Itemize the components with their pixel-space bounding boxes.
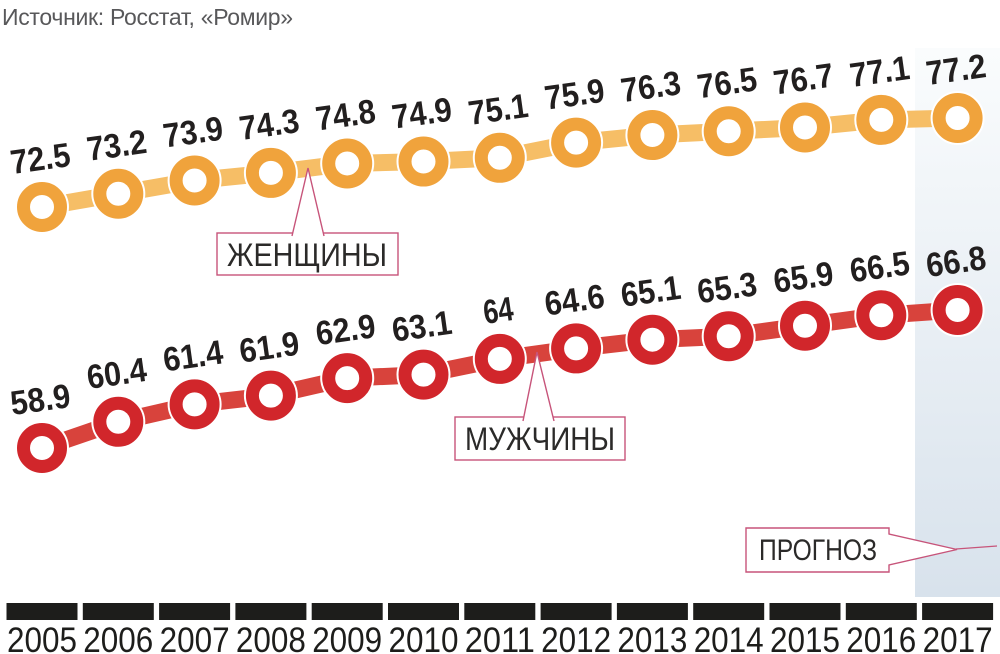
data-point-marker bbox=[780, 300, 830, 351]
axis-tick-bar bbox=[540, 603, 612, 620]
data-point-marker bbox=[932, 285, 983, 335]
forecast-arrow-box bbox=[745, 527, 958, 573]
axis-tick-bar bbox=[464, 603, 536, 620]
data-point-marker bbox=[932, 93, 983, 143]
women-callout-pointer-icon bbox=[291, 167, 325, 237]
data-point-value-label: 66.8 bbox=[924, 239, 989, 285]
data-point-marker bbox=[474, 132, 525, 183]
data-point-value-label: 75.1 bbox=[466, 87, 531, 133]
data-point-marker bbox=[856, 290, 907, 341]
axis-tick-bar bbox=[388, 603, 459, 620]
axis-year-label: 2012 bbox=[541, 621, 611, 654]
year-axis: 2005 2006 2007 2008 2009 2010 2011 2012 2013 2014… bbox=[6, 603, 994, 654]
data-point-marker bbox=[17, 182, 67, 232]
data-point-marker bbox=[322, 353, 373, 404]
data-point-value-label: 65.3 bbox=[695, 265, 760, 311]
axis-tick-bar bbox=[769, 603, 841, 620]
data-point-value-label: 76.5 bbox=[695, 60, 760, 106]
axis-year-label: 2010 bbox=[389, 621, 459, 654]
axis-year-label: 2005 bbox=[7, 621, 77, 654]
axis-year-label: 2008 bbox=[236, 621, 306, 654]
data-point-marker bbox=[474, 333, 525, 384]
data-point-value-label: 63.1 bbox=[390, 304, 455, 350]
axis-year-label: 2009 bbox=[312, 621, 382, 654]
axis-year-label: 2017 bbox=[923, 621, 993, 654]
data-point-marker bbox=[780, 102, 830, 153]
data-point-value-label: 77.1 bbox=[847, 49, 912, 95]
data-point-value-label: 61.4 bbox=[161, 333, 226, 379]
data-point-marker bbox=[245, 147, 296, 198]
data-point-value-label: 64 bbox=[481, 290, 516, 332]
data-point-marker bbox=[627, 314, 678, 365]
source-caption: Источник: Росстат, «Ромир» bbox=[2, 4, 293, 30]
data-point-value-label: 72.5 bbox=[8, 136, 73, 182]
data-point-marker bbox=[245, 370, 296, 421]
axis-tick-bar bbox=[159, 603, 231, 620]
axis-tick-bar bbox=[311, 603, 383, 620]
men-callout-label: МУЖЧИНЫ bbox=[465, 421, 615, 457]
axis-tick-bar bbox=[922, 603, 994, 620]
axis-year-label: 2016 bbox=[846, 621, 916, 654]
data-point-marker bbox=[398, 349, 449, 400]
axis-tick-bar bbox=[616, 603, 688, 620]
axis-year-label: 2006 bbox=[83, 621, 153, 654]
data-point-marker bbox=[703, 106, 754, 157]
axis-tick-bar bbox=[6, 603, 78, 620]
data-point-value-label: 73.9 bbox=[161, 110, 226, 156]
data-point-value-label: 73.2 bbox=[84, 123, 149, 169]
data-point-value-label: 65.1 bbox=[619, 269, 684, 315]
data-point-marker bbox=[398, 136, 449, 187]
axis-year-label: 2014 bbox=[694, 621, 764, 654]
men-series-callout: МУЖЧИНЫ bbox=[454, 351, 626, 461]
forecast-label: ПРОГНОЗ bbox=[759, 534, 877, 567]
women-callout-box bbox=[216, 232, 399, 276]
axis-tick-bar bbox=[235, 603, 307, 620]
women-callout-label: ЖЕНЩИНЫ bbox=[227, 237, 387, 273]
data-point-value-label: 76.3 bbox=[619, 64, 684, 110]
data-point-value-label: 60.4 bbox=[84, 351, 149, 397]
data-point-value-label: 61.9 bbox=[237, 325, 302, 371]
data-point-marker bbox=[17, 423, 67, 473]
axis-year-label: 2007 bbox=[160, 621, 230, 654]
data-point-value-label: 74.9 bbox=[390, 91, 455, 137]
series-men: 58.960.4 61.4 61.9 62.9 63.1 64 64.6 65.1 65.3 65… bbox=[8, 239, 988, 475]
data-point-marker bbox=[703, 311, 754, 362]
data-point-marker bbox=[93, 396, 144, 447]
data-point-value-label: 64.6 bbox=[542, 278, 607, 324]
axis-tick-bar bbox=[845, 603, 917, 620]
axis-year-label: 2011 bbox=[465, 621, 535, 654]
data-point-marker bbox=[627, 110, 678, 161]
data-point-value-label: 74.3 bbox=[237, 102, 302, 148]
men-callout-pointer-icon bbox=[522, 351, 555, 422]
axis-year-label: 2013 bbox=[617, 621, 687, 654]
axis-tick-bar bbox=[693, 603, 765, 620]
data-point-marker bbox=[169, 155, 220, 206]
forecast-callout: ПРОГНОЗ bbox=[745, 527, 998, 573]
data-point-marker bbox=[551, 323, 602, 374]
axis-tick-bar bbox=[82, 603, 154, 620]
data-point-value-label: 65.9 bbox=[771, 255, 836, 301]
data-point-marker bbox=[322, 138, 373, 189]
data-point-marker bbox=[169, 379, 220, 430]
forecast-arrow-tail bbox=[955, 545, 998, 550]
data-point-value-label: 77.2 bbox=[924, 47, 989, 93]
series-layer: 72.5 73.2 73.9 74.3 74.8 74.9 75.1 75.9 76.3 76.5… bbox=[8, 47, 988, 475]
data-point-value-label: 62.9 bbox=[313, 307, 378, 353]
series-women: 72.5 73.2 73.9 74.3 74.8 74.9 75.1 75.9 76.3 76.5… bbox=[8, 47, 988, 234]
data-point-value-label: 75.9 bbox=[542, 72, 607, 118]
men-callout-box bbox=[454, 416, 626, 461]
women-series-callout: ЖЕНЩИНЫ bbox=[216, 167, 399, 276]
data-point-value-label: 66.5 bbox=[847, 244, 912, 290]
axis-year-label: 2015 bbox=[770, 621, 840, 654]
data-point-value-label: 58.9 bbox=[8, 377, 73, 423]
data-point-value-label: 76.7 bbox=[771, 57, 836, 103]
data-point-value-label: 74.8 bbox=[313, 93, 378, 139]
data-point-marker bbox=[856, 94, 907, 145]
data-point-marker bbox=[93, 168, 144, 219]
data-point-marker bbox=[551, 117, 602, 168]
